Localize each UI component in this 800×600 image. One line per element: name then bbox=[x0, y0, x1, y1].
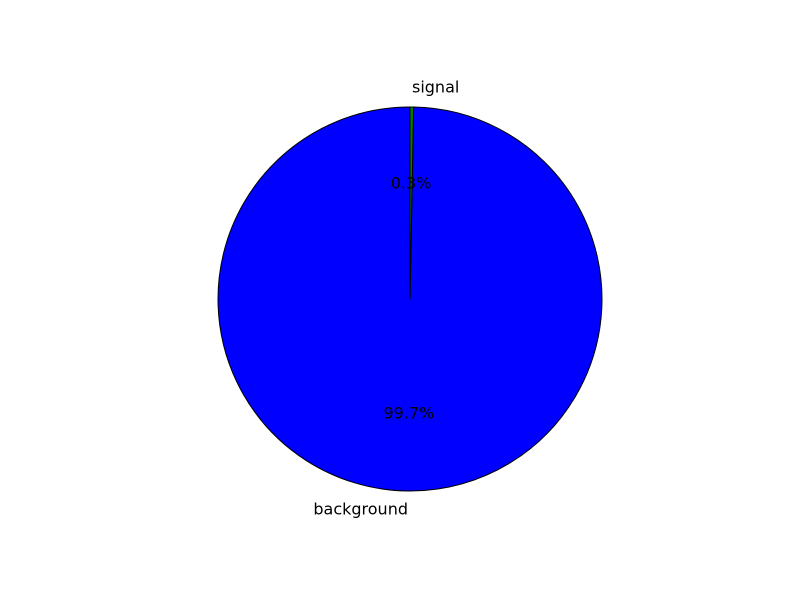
pie-labels: background 99.7% signal 0.3% bbox=[313, 77, 459, 518]
pie-slices bbox=[217, 106, 603, 492]
slice-label-background: background bbox=[313, 500, 408, 519]
slice-percent-background: 99.7% bbox=[384, 404, 435, 423]
slice-label-signal: signal bbox=[412, 77, 459, 96]
pie-slice-signal bbox=[409, 106, 415, 300]
slice-percent-signal: 0.3% bbox=[391, 173, 432, 192]
